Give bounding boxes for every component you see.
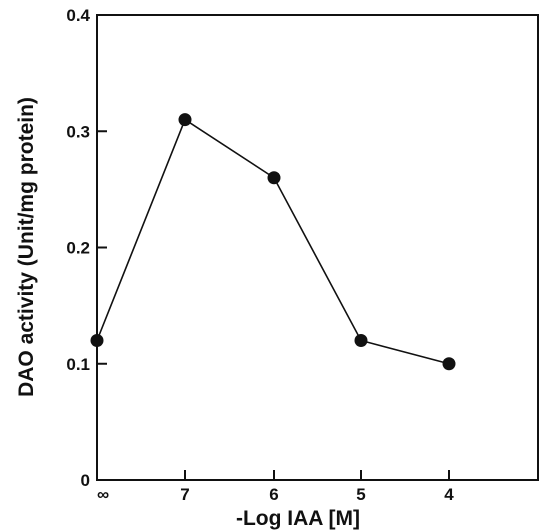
y-tick-label: 0.4 (66, 6, 90, 25)
y-axis-title: DAO activity (Unit/mg protein) (15, 97, 38, 397)
plot-frame (96, 14, 539, 481)
data-point (267, 171, 281, 185)
data-point (354, 334, 368, 347)
x-tick-label: 6 (269, 485, 278, 504)
x-tick-label: 4 (444, 485, 454, 504)
data-point (178, 113, 192, 127)
x-axis-title: -Log IAA [M] (236, 507, 360, 530)
y-tick-label: 0 (81, 471, 90, 490)
data-point (442, 357, 456, 371)
data-point (90, 334, 104, 347)
data-series (90, 113, 456, 371)
series-line (96, 118, 450, 365)
x-tick-label: ∞ (97, 485, 109, 504)
x-tick-label: 7 (180, 485, 189, 504)
y-tick-label: 0.1 (66, 355, 90, 374)
y-tick-label: 0.3 (66, 122, 90, 141)
y-tick-label: 0.2 (66, 239, 90, 258)
axis-ticks (96, 14, 450, 481)
x-tick-label: 5 (356, 485, 365, 504)
axis-tick-labels: 0 0.1 0.2 0.3 0.4 ∞ 7 6 5 4 (66, 6, 454, 504)
